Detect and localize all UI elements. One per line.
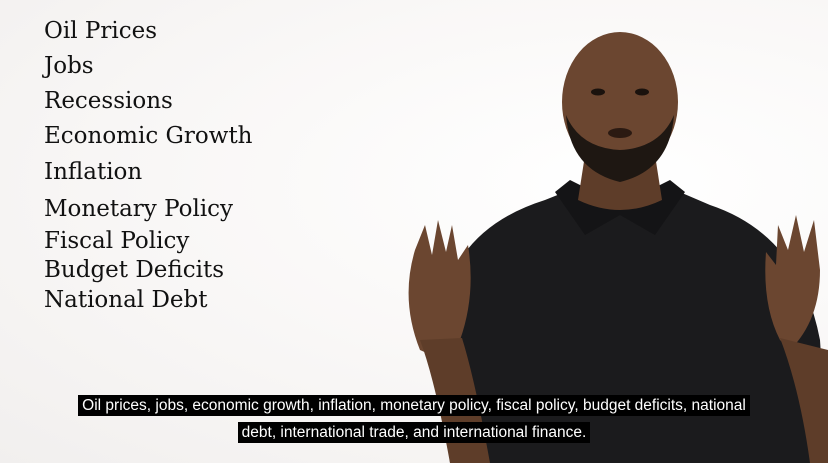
subtitle-text: debt, international trade, and internati… (237, 422, 591, 443)
presenter-eye (591, 88, 605, 96)
topic-item: Inflation (44, 159, 143, 185)
subtitle-line-2: debt, international trade, and internati… (0, 422, 828, 444)
presenter-beard (566, 115, 674, 182)
presenter-head (562, 32, 678, 172)
topic-item: Monetary Policy (44, 196, 234, 222)
subtitle-line-1: Oil prices, jobs, economic growth, infla… (0, 395, 828, 417)
presenter-shirt (440, 190, 828, 463)
topic-item: Economic Growth (44, 123, 253, 149)
topic-item: Jobs (44, 53, 94, 79)
presenter-eye (635, 88, 649, 96)
topic-item: Budget Deficits (44, 257, 225, 283)
presenter (408, 32, 828, 463)
topic-item: National Debt (44, 287, 208, 313)
topic-item: Fiscal Policy (44, 228, 190, 254)
presenter-left-hand (408, 220, 471, 356)
topic-item: Recessions (44, 88, 173, 114)
presenter-right-hand (765, 215, 820, 350)
subtitle-text: Oil prices, jobs, economic growth, infla… (78, 395, 750, 416)
presenter-right-arm (780, 338, 828, 463)
presenter-mouth (608, 128, 632, 138)
topic-item: Oil Prices (44, 18, 158, 44)
